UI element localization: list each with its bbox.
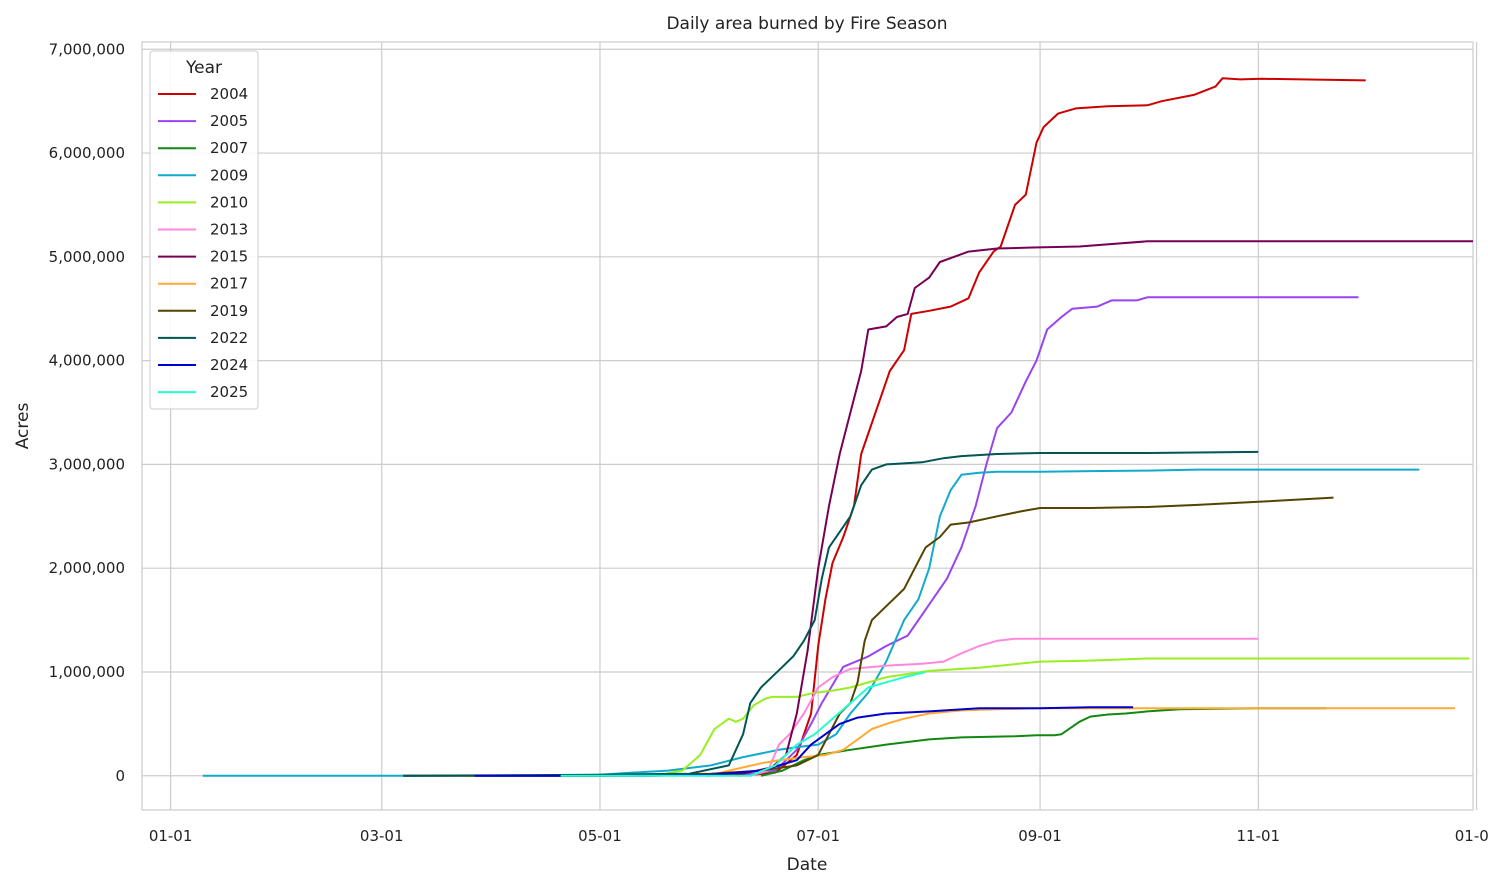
chart-title: Daily area burned by Fire Season (666, 14, 947, 34)
y-tick-label: 6,000,000 (49, 144, 125, 162)
series-line-2017 (707, 707, 1456, 777)
legend-label: 2025 (210, 383, 248, 401)
legend-title: Year (185, 58, 222, 78)
series-line-2019 (403, 496, 1334, 777)
legend-label: 2005 (210, 112, 248, 130)
legend-label: 2015 (210, 248, 248, 266)
x-tick-label: 05-01 (578, 827, 622, 845)
legend-label: 2009 (210, 166, 248, 184)
series-line-2005 (739, 296, 1359, 777)
x-tick-label: 09-01 (1018, 827, 1062, 845)
y-axis-ticks: 0 1,000,000 2,000,000 3,000,000 4,000,000 5,0… (49, 40, 125, 784)
legend-item-2015: 2015 (158, 248, 248, 266)
series-line-2015 (707, 240, 1473, 777)
legend-box (149, 50, 259, 410)
y-tick-label: 0 (115, 767, 125, 785)
series-line-2004 (739, 77, 1366, 777)
series-line-2009 (202, 468, 1420, 777)
legend-item-2017: 2017 (158, 275, 248, 293)
legend-item-2024: 2024 (158, 356, 248, 374)
y-tick-label: 7,000,000 (49, 40, 125, 58)
series-line-2024 (474, 706, 1134, 777)
plot-area-frame (141, 41, 1474, 811)
series-line-2025 (560, 671, 926, 777)
series-line-2010 (653, 657, 1470, 777)
x-tick-label: 11-01 (1237, 827, 1281, 845)
legend-item-2009: 2009 (158, 166, 248, 184)
legend-item-2025: 2025 (158, 383, 248, 401)
legend-items: 2004 2005 2007 2009 2010 2013 2015 2017 2019 2022… (158, 85, 248, 401)
x-tick-label: 03-01 (360, 827, 404, 845)
y-tick-label: 2,000,000 (49, 559, 125, 577)
y-tick-label: 1,000,000 (49, 663, 125, 681)
legend-label: 2019 (210, 302, 248, 320)
x-axis-label: Date (787, 855, 828, 875)
grid (142, 42, 1478, 810)
y-tick-label: 4,000,000 (49, 352, 125, 370)
legend-label: 2022 (210, 329, 248, 347)
legend-label: 2004 (210, 85, 248, 103)
legend-item-2022: 2022 (158, 329, 248, 347)
legend-item-2005: 2005 (158, 112, 248, 130)
legend-label: 2024 (210, 356, 248, 374)
y-tick-label: 3,000,000 (49, 455, 125, 473)
series-line-2022 (403, 450, 1259, 777)
x-tick-label: 01-01 (1455, 827, 1488, 845)
legend-item-2010: 2010 (158, 193, 248, 211)
legend-label: 2017 (210, 275, 248, 293)
x-axis-ticks: 01-01 03-01 05-01 07-01 09-01 11-01 01-01 (149, 827, 1488, 845)
legend: Year 2004 2005 2007 2009 2010 2013 2015 2017 201… (149, 50, 259, 410)
legend-item-2019: 2019 (158, 302, 248, 320)
series-line-2007 (760, 707, 1327, 777)
legend-item-2013: 2013 (158, 221, 248, 239)
legend-label: 2013 (210, 221, 248, 239)
x-tick-label: 07-01 (796, 827, 840, 845)
legend-label: 2010 (210, 193, 248, 211)
x-tick-label: 01-01 (149, 827, 193, 845)
series-lines (202, 77, 1473, 777)
legend-item-2007: 2007 (158, 139, 248, 157)
series-line-2013 (750, 637, 1259, 777)
legend-item-2004: 2004 (158, 85, 248, 103)
y-axis-label: Acres (13, 403, 33, 450)
y-tick-label: 5,000,000 (49, 248, 125, 266)
legend-label: 2007 (210, 139, 248, 157)
